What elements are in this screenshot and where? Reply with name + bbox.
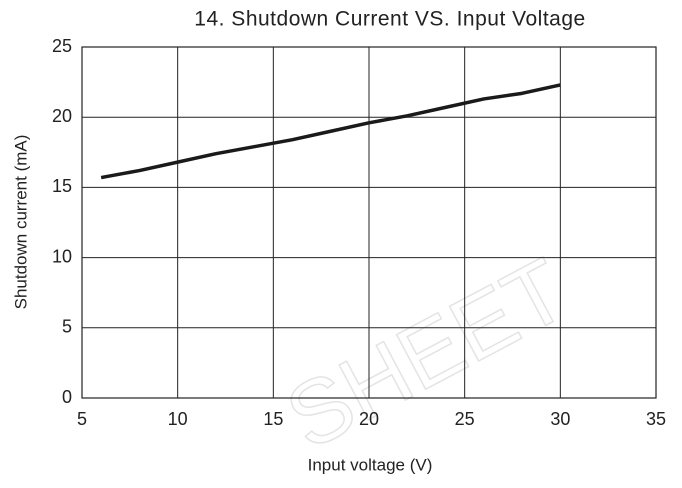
x-tick-label: 5 (77, 409, 87, 429)
x-tick-label: 30 (550, 409, 570, 429)
x-tick-label: 35 (646, 409, 666, 429)
x-axis-label: Input voltage (V) (308, 455, 433, 474)
y-tick-label: 5 (62, 317, 72, 337)
y-tick-label: 0 (62, 387, 72, 407)
x-tick-label: 25 (455, 409, 475, 429)
watermark: SHEET (271, 240, 583, 469)
x-tick-label: 10 (168, 409, 188, 429)
y-axis-label: Shutdown current (mA) (11, 135, 30, 310)
y-tick-label: 15 (52, 176, 72, 196)
y-tick-label: 25 (52, 36, 72, 56)
x-tick-label: 20 (359, 409, 379, 429)
y-tick-label: 10 (52, 246, 72, 266)
x-tick-label: 15 (263, 409, 283, 429)
plot-frame (81, 46, 657, 399)
data-line (100, 83, 561, 180)
chart-title: 14. Shutdown Current VS. Input Voltage (194, 8, 585, 31)
y-tick-label: 20 (52, 106, 72, 126)
